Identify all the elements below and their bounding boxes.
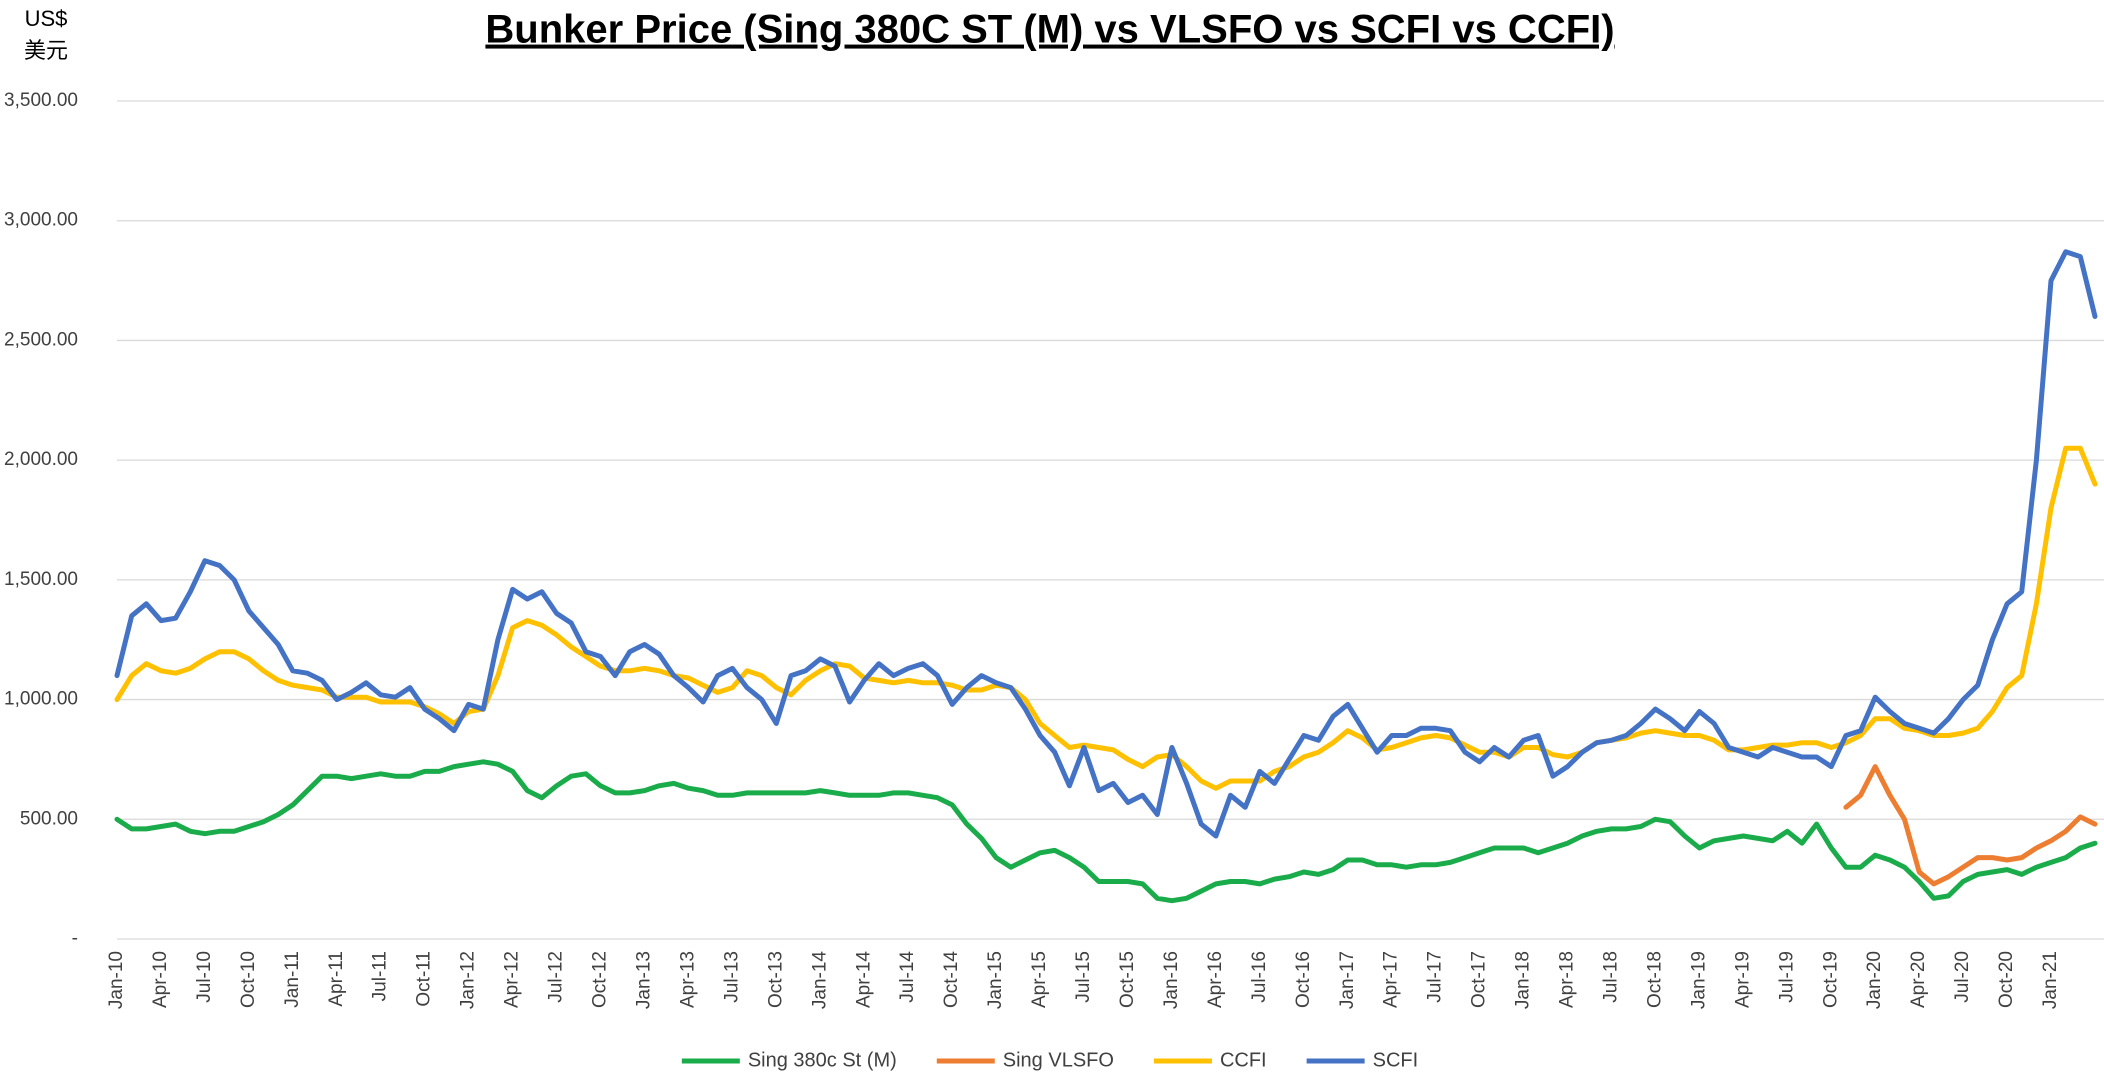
legend-label: Sing 380c St (M) [748, 1049, 897, 1071]
y-tick-label: 1,000.00 [4, 689, 78, 710]
x-tick-label: Apr-15 [1029, 951, 1050, 1008]
x-tick-label: Jan-12 [458, 951, 479, 1009]
x-tick-label: Jul-13 [721, 951, 742, 1003]
x-tick-label: Jul-10 [194, 951, 215, 1003]
series-line [1843, 764, 2098, 887]
x-tick-label: Jul-18 [1601, 951, 1622, 1003]
y-tick-label: 2,500.00 [4, 329, 78, 350]
x-tick-label: Oct-18 [1644, 951, 1665, 1008]
x-tick-label: Jan-19 [1688, 951, 1709, 1009]
x-tick-label: Jan-20 [1864, 951, 1885, 1009]
x-tick-label: Apr-10 [150, 951, 171, 1008]
x-tick-label: Jan-17 [1337, 951, 1358, 1009]
y-unit: US$ [25, 6, 68, 31]
x-tick-label: Oct-15 [1117, 951, 1138, 1008]
x-tick-label: Jul-15 [1073, 951, 1094, 1003]
y-tick-label: 2,000.00 [4, 449, 78, 470]
x-tick-label: Apr-16 [1205, 951, 1226, 1008]
y-tick-label: - [72, 928, 78, 949]
x-tick-label: Apr-20 [1908, 951, 1929, 1008]
chart-title: Bunker Price (Sing 380C ST (M) vs VLSFO … [485, 8, 1614, 52]
legend-label: SCFI [1373, 1049, 1419, 1071]
y-tick-label: 3,500.00 [4, 90, 78, 111]
x-tick-label: Jan-13 [633, 951, 654, 1009]
legend-label: Sing VLSFO [1003, 1049, 1114, 1071]
x-tick-label: Apr-19 [1732, 951, 1753, 1008]
x-tick-label: Jan-10 [106, 951, 127, 1009]
x-tick-label: Jan-16 [1161, 951, 1182, 1009]
x-tick-label: Jan-14 [809, 951, 830, 1010]
x-tick-label: Oct-14 [941, 951, 962, 1008]
y-tick-label: 500.00 [20, 808, 78, 829]
x-tick-label: Jul-16 [1249, 951, 1270, 1003]
legend-label: CCFI [1220, 1049, 1267, 1071]
x-tick-label: Oct-12 [590, 951, 611, 1008]
x-tick-label: Oct-13 [765, 951, 786, 1008]
y-unit: 美元 [24, 38, 68, 63]
x-tick-label: Jul-12 [546, 951, 567, 1003]
x-tick-label: Jan-21 [2040, 951, 2061, 1009]
x-tick-label: Jul-20 [1952, 951, 1973, 1003]
series-line [114, 445, 2098, 791]
x-tick-label: Oct-19 [1820, 951, 1841, 1008]
x-tick-label: Apr-12 [502, 951, 523, 1008]
x-tick-label: Apr-18 [1557, 951, 1578, 1008]
x-tick-label: Apr-11 [326, 951, 347, 1007]
x-tick-label: Jul-11 [370, 951, 391, 1001]
x-tick-label: Oct-11 [414, 951, 435, 1007]
x-tick-label: Oct-17 [1469, 951, 1490, 1008]
y-tick-label: 1,500.00 [4, 569, 78, 590]
x-tick-label: Oct-20 [1996, 951, 2017, 1008]
x-tick-label: Apr-17 [1381, 951, 1402, 1008]
x-tick-label: Jan-11 [282, 951, 303, 1008]
series-line [114, 249, 2098, 839]
x-tick-label: Jul-19 [1776, 951, 1797, 1003]
series-line [114, 759, 2098, 904]
x-tick-label: Oct-16 [1293, 951, 1314, 1008]
x-tick-label: Jan-15 [985, 951, 1006, 1009]
x-tick-label: Oct-10 [238, 951, 259, 1008]
x-tick-label: Apr-14 [853, 951, 874, 1008]
x-tick-label: Jul-14 [897, 951, 918, 1003]
x-tick-label: Apr-13 [677, 951, 698, 1008]
x-tick-label: Jan-18 [1513, 951, 1534, 1009]
y-tick-label: 3,000.00 [4, 210, 78, 231]
x-tick-label: Jul-17 [1425, 951, 1446, 1003]
